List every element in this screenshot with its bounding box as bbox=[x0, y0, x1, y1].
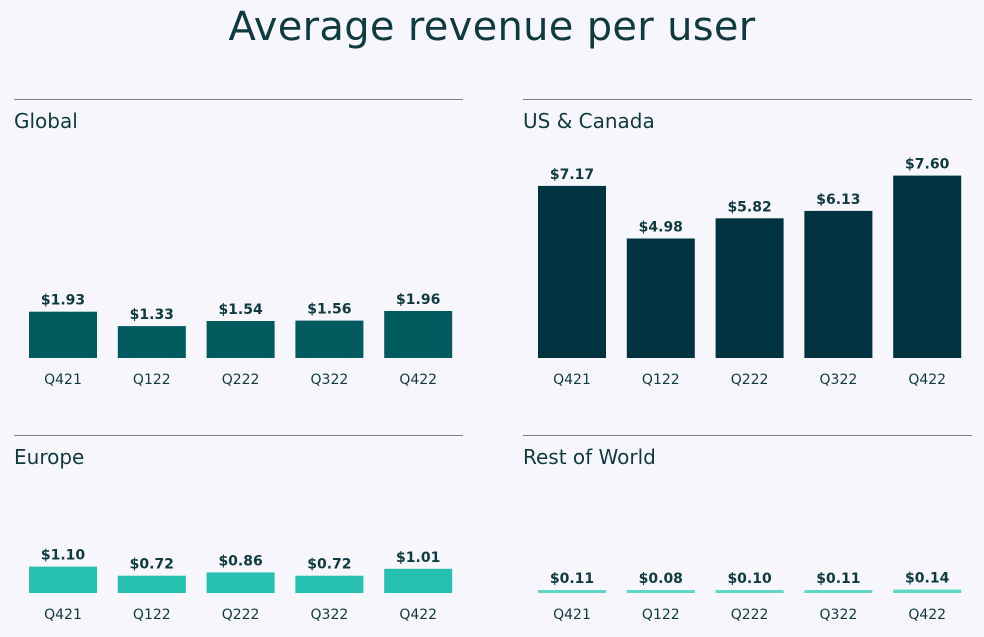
bar-q122 bbox=[117, 575, 186, 593]
data-label: $0.11 bbox=[550, 571, 594, 587]
category-label: Q422 bbox=[908, 607, 946, 623]
bar-q422 bbox=[384, 568, 453, 593]
bar-chart-global: $1.93 Q421 $1.33 Q122 $1.54 Q222 $1.56 Q322 $1.9… bbox=[29, 292, 453, 388]
category-label: Q222 bbox=[731, 607, 769, 623]
data-label: $1.93 bbox=[41, 293, 85, 309]
bar-q322 bbox=[804, 590, 873, 593]
data-label: $7.60 bbox=[905, 157, 950, 173]
bar-q421 bbox=[538, 185, 606, 358]
data-label: $0.72 bbox=[307, 557, 351, 573]
category-label: Q322 bbox=[311, 607, 349, 623]
category-label: Q421 bbox=[44, 607, 82, 623]
bar-q122 bbox=[626, 590, 695, 593]
bar-q322 bbox=[295, 320, 364, 358]
chart-title: Global bbox=[14, 109, 78, 133]
data-label: $0.10 bbox=[727, 571, 772, 587]
chart-panel-rest-of-world: Rest of World $0.11 Q421 $0.08 Q122 $0.10 Q22… bbox=[523, 435, 972, 635]
panel-divider bbox=[14, 435, 463, 436]
category-label: Q421 bbox=[553, 607, 591, 623]
category-label: Q222 bbox=[222, 607, 260, 623]
data-label: $4.98 bbox=[639, 220, 683, 236]
data-label: $1.56 bbox=[307, 302, 351, 318]
chart-panel-us-canada: US & Canada $7.17 Q421 $4.98 Q122 $5.82 Q222 $… bbox=[523, 99, 972, 399]
data-label: $1.10 bbox=[41, 548, 86, 564]
bar-q421 bbox=[29, 566, 97, 593]
category-label: Q122 bbox=[642, 372, 680, 388]
bar-q222 bbox=[206, 321, 275, 358]
category-label: Q422 bbox=[399, 607, 437, 623]
data-label: $1.01 bbox=[396, 550, 440, 566]
category-label: Q222 bbox=[731, 372, 769, 388]
panel-divider bbox=[14, 99, 463, 100]
category-label: Q122 bbox=[642, 607, 680, 623]
category-label: Q222 bbox=[222, 372, 260, 388]
bar-q421 bbox=[538, 590, 606, 593]
bar-q122 bbox=[117, 326, 186, 358]
panel-divider bbox=[523, 99, 972, 100]
bar-q422 bbox=[893, 175, 962, 358]
data-label: $6.13 bbox=[816, 192, 860, 208]
category-label: Q421 bbox=[44, 372, 82, 388]
bar-q422 bbox=[384, 311, 453, 358]
bar-q322 bbox=[804, 210, 873, 358]
bar-q222 bbox=[715, 590, 784, 593]
bar-q222 bbox=[206, 572, 275, 593]
data-label: $0.72 bbox=[130, 557, 174, 573]
bar-chart-rest-of-world: $0.11 Q421 $0.08 Q122 $0.10 Q222 $0.11 Q322 $0.1… bbox=[538, 571, 962, 623]
category-label: Q322 bbox=[820, 607, 858, 623]
bar-chart-us-canada: $7.17 Q421 $4.98 Q122 $5.82 Q222 $6.13 Q322 $7.6… bbox=[538, 157, 962, 388]
data-label: $7.17 bbox=[550, 167, 594, 183]
bar-q222 bbox=[715, 218, 784, 358]
chart-panel-europe: Europe $1.10 Q421 $0.72 Q122 $0.86 Q222 $0.72 Q… bbox=[14, 435, 463, 635]
data-label: $5.82 bbox=[727, 199, 771, 215]
bar-q122 bbox=[626, 238, 695, 358]
bar-q322 bbox=[295, 575, 364, 593]
chart-title: US & Canada bbox=[523, 109, 655, 133]
category-label: Q122 bbox=[133, 607, 171, 623]
page-title: Average revenue per user bbox=[228, 4, 756, 50]
category-label: Q322 bbox=[820, 372, 858, 388]
data-label: $1.96 bbox=[396, 292, 440, 308]
data-label: $1.54 bbox=[218, 302, 263, 318]
category-label: Q122 bbox=[133, 372, 171, 388]
category-label: Q422 bbox=[399, 372, 437, 388]
data-label: $0.14 bbox=[905, 571, 950, 587]
category-label: Q422 bbox=[908, 372, 946, 388]
panel-divider bbox=[523, 435, 972, 436]
data-label: $0.86 bbox=[218, 553, 262, 569]
data-label: $1.33 bbox=[130, 307, 174, 323]
bar-chart-europe: $1.10 Q421 $0.72 Q122 $0.86 Q222 $0.72 Q322 $1.0… bbox=[29, 548, 453, 623]
category-label: Q421 bbox=[553, 372, 591, 388]
bar-q422 bbox=[893, 589, 962, 593]
data-label: $0.08 bbox=[639, 571, 683, 587]
chart-title: Rest of World bbox=[523, 445, 656, 469]
chart-panel-global: Global $1.93 Q421 $1.33 Q122 $1.54 Q222 $1.56 Q… bbox=[14, 99, 463, 399]
chart-title: Europe bbox=[14, 445, 85, 469]
data-label: $0.11 bbox=[816, 571, 860, 587]
category-label: Q322 bbox=[311, 372, 349, 388]
bar-q421 bbox=[29, 311, 97, 358]
